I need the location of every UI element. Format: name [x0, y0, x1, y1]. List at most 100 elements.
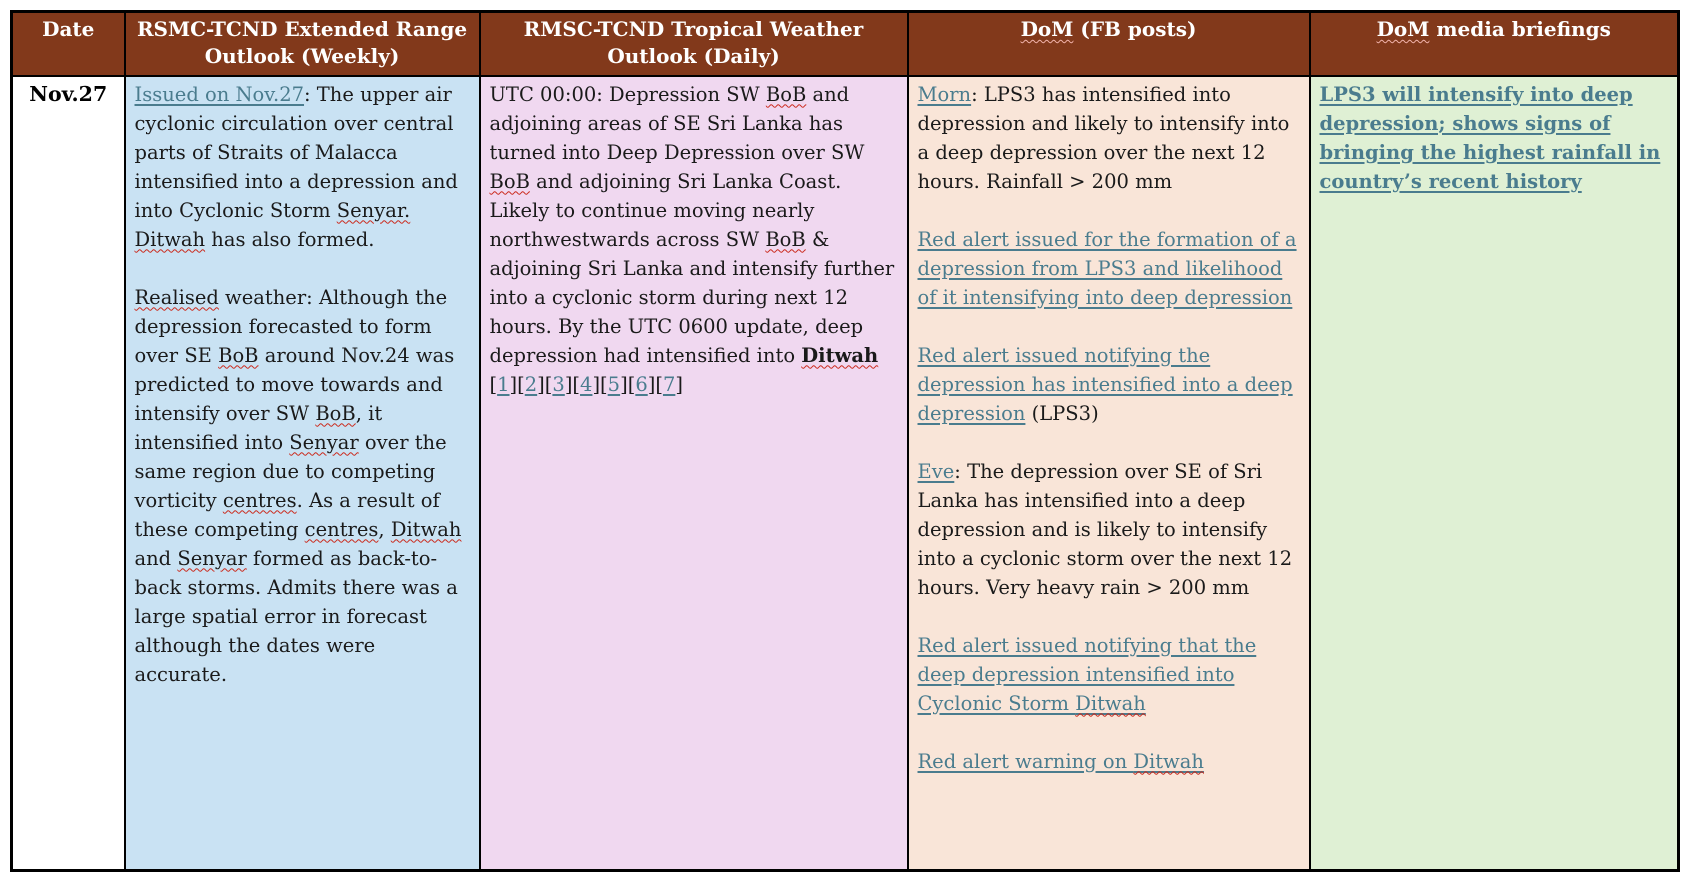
header-dom-fb-posts: DoM (FB posts): [906, 10, 1311, 77]
text-run: Date: [42, 17, 95, 41]
text-run: and adjoining Sri Lanka Coast. Likely to…: [489, 169, 842, 251]
text-run: UTC 00:00: Depression SW: [489, 82, 766, 106]
text-run: ][: [620, 372, 636, 396]
dom-fb-posts-text: Morn: LPS3 has intensified into depressi…: [918, 80, 1300, 776]
misspelled-word: Ditwah: [1075, 691, 1146, 715]
paragraph: Issued on Nov.27: The upper air cyclonic…: [135, 80, 470, 254]
text-run: (LPS3): [1025, 401, 1099, 425]
text-run: has also formed.: [205, 227, 375, 251]
hyperlink[interactable]: Eve: [917, 459, 955, 483]
text-run: Ditwah: [135, 228, 206, 251]
text-run: centres: [223, 489, 297, 512]
paragraph: Morn: LPS3 has intensified into depressi…: [918, 80, 1300, 196]
hyperlink[interactable]: 5: [607, 372, 621, 396]
text-run: around Nov.24 was predicted to move towa…: [134, 343, 455, 425]
paragraph: Red alert issued notifying that the deep…: [918, 631, 1300, 718]
misspelled-word: DoM: [1376, 17, 1430, 41]
misspelled-word: DoM: [1020, 17, 1074, 41]
misspelled-word: Ditwah: [1133, 749, 1204, 773]
dom-media-briefings-text: LPS3 will intensify into deep depression…: [1320, 80, 1669, 196]
misspelled-word: BoB: [489, 169, 530, 193]
hyperlink[interactable]: 3: [552, 372, 565, 396]
text-run: Ditwah: [801, 344, 878, 367]
text-run: Senyar: [289, 431, 358, 454]
cell-dom-media-briefings: LPS3 will intensify into deep depression…: [1308, 74, 1680, 872]
misspelled-word: BoB: [765, 82, 807, 106]
hyperlink[interactable]: 7: [662, 372, 676, 396]
hyperlink[interactable]: Ditwah: [1075, 692, 1146, 715]
text-run: ][: [592, 372, 608, 396]
header-date: Date: [10, 10, 126, 77]
cell-tropical-weather-outlook: UTC 00:00: Depression SW BoB and adjoini…: [478, 74, 909, 872]
hyperlink[interactable]: 2: [524, 372, 538, 396]
text-run: (FB posts): [1073, 17, 1197, 41]
text-run: formed as back-to-back storms. Admits th…: [134, 546, 458, 686]
header-row: Date RSMC-TCND Extended Range Outlook (W…: [10, 10, 1680, 77]
text-run: BoB: [218, 344, 258, 367]
text-run: ][: [537, 372, 553, 396]
hyperlink[interactable]: Issued on Nov.27: [134, 82, 305, 106]
text-run: weather: Although the depression forecas…: [134, 285, 448, 367]
text-run: ,: [378, 517, 391, 541]
text-run: RMSC-TCND Tropical Weather Outlook (Dail…: [523, 17, 864, 68]
tropical-weather-outlook-text: UTC 00:00: Depression SW BoB and adjoini…: [490, 80, 898, 399]
cyclone-outlook-table: Date RSMC-TCND Extended Range Outlook (W…: [10, 10, 1680, 872]
misspelled-word: Ditwah: [801, 343, 879, 367]
hyperlink[interactable]: LPS3 will intensify into deep depression…: [1319, 82, 1661, 193]
header-dom-media-briefings: DoM media briefings: [1308, 10, 1680, 77]
text-run: , it intensified into: [134, 401, 383, 454]
text-run: : The depression over SE of Sri Lanka ha…: [917, 459, 1293, 599]
header-dom-fb-posts-label: DoM (FB posts): [1021, 17, 1197, 41]
text-run: &: [805, 227, 830, 251]
text-run: adjoining Sri Lanka and intensify furthe…: [489, 256, 895, 367]
hyperlink[interactable]: Red alert issued for the formation of a …: [917, 227, 1297, 309]
table-row-nov27: Nov.27 Issued on Nov.27: The upper air c…: [10, 74, 1680, 872]
text-run: over the same region due to competing vo…: [134, 430, 447, 512]
cell-extended-range-outlook: Issued on Nov.27: The upper air cyclonic…: [123, 74, 481, 872]
text-run: BoB: [765, 228, 805, 251]
text-run: DoM: [1021, 17, 1074, 41]
hyperlink[interactable]: 6: [635, 372, 648, 396]
text-run: ][: [647, 372, 663, 396]
paragraph: Red alert issued notifying the depressio…: [918, 341, 1300, 428]
hyperlink[interactable]: 4: [580, 372, 593, 396]
text-run: ][: [564, 372, 581, 396]
misspelled-word: Senyar.: [336, 198, 411, 222]
paragraph: Realised weather: Although the depressio…: [135, 283, 470, 689]
header-tropical-weather-outlook: RMSC-TCND Tropical Weather Outlook (Dail…: [478, 10, 909, 77]
misspelled-word: BoB: [315, 401, 356, 425]
hyperlink[interactable]: Red alert issued notifying the depressio…: [917, 343, 1293, 425]
hyperlink[interactable]: Morn: [917, 82, 972, 106]
misspelled-word: Realised: [134, 285, 219, 309]
misspelled-word: centres: [304, 517, 379, 541]
text-run: media briefings: [1429, 17, 1611, 41]
header-extended-range-outlook: RSMC-TCND Extended Range Outlook (Weekly…: [123, 10, 481, 77]
hyperlink[interactable]: Red alert warning on: [917, 749, 1134, 773]
extended-range-outlook-text: Issued on Nov.27: The upper air cyclonic…: [135, 80, 470, 689]
paragraph: UTC 00:00: Depression SW BoB and adjoini…: [490, 80, 898, 399]
header-date-label: Date: [42, 17, 94, 41]
hyperlink[interactable]: Ditwah: [1133, 750, 1204, 773]
text-run: DoM: [1377, 17, 1430, 41]
text-run: Senyar.: [337, 199, 410, 222]
text-run: RSMC-TCND Extended Range Outlook (Weekly…: [136, 17, 468, 68]
hyperlink[interactable]: 1: [497, 372, 510, 396]
text-run: and: [134, 546, 178, 570]
text-run: BoB: [766, 83, 806, 106]
header-extended-range-outlook-label: RSMC-TCND Extended Range Outlook (Weekly…: [137, 17, 467, 68]
text-run: Realised: [135, 286, 219, 309]
misspelled-word: centres: [222, 488, 297, 512]
misspelled-word: Ditwah: [390, 517, 462, 541]
misspelled-word: Senyar: [289, 430, 359, 454]
text-run: : LPS3 has intensified into depression a…: [917, 82, 1290, 193]
text-run: : The upper air cyclonic circulation ove…: [134, 82, 458, 222]
text-run: centres: [305, 518, 379, 541]
header-dom-media-briefings-label: DoM media briefings: [1377, 17, 1611, 41]
paragraph: Red alert issued for the formation of a …: [918, 225, 1300, 312]
misspelled-word: BoB: [218, 343, 259, 367]
cell-dom-fb-posts: Morn: LPS3 has intensified into depressi…: [906, 74, 1311, 872]
header-tropical-weather-outlook-label: RMSC-TCND Tropical Weather Outlook (Dail…: [524, 17, 864, 68]
hyperlink[interactable]: Red alert issued notifying that the deep…: [917, 633, 1257, 715]
text-run: BoB: [490, 170, 530, 193]
